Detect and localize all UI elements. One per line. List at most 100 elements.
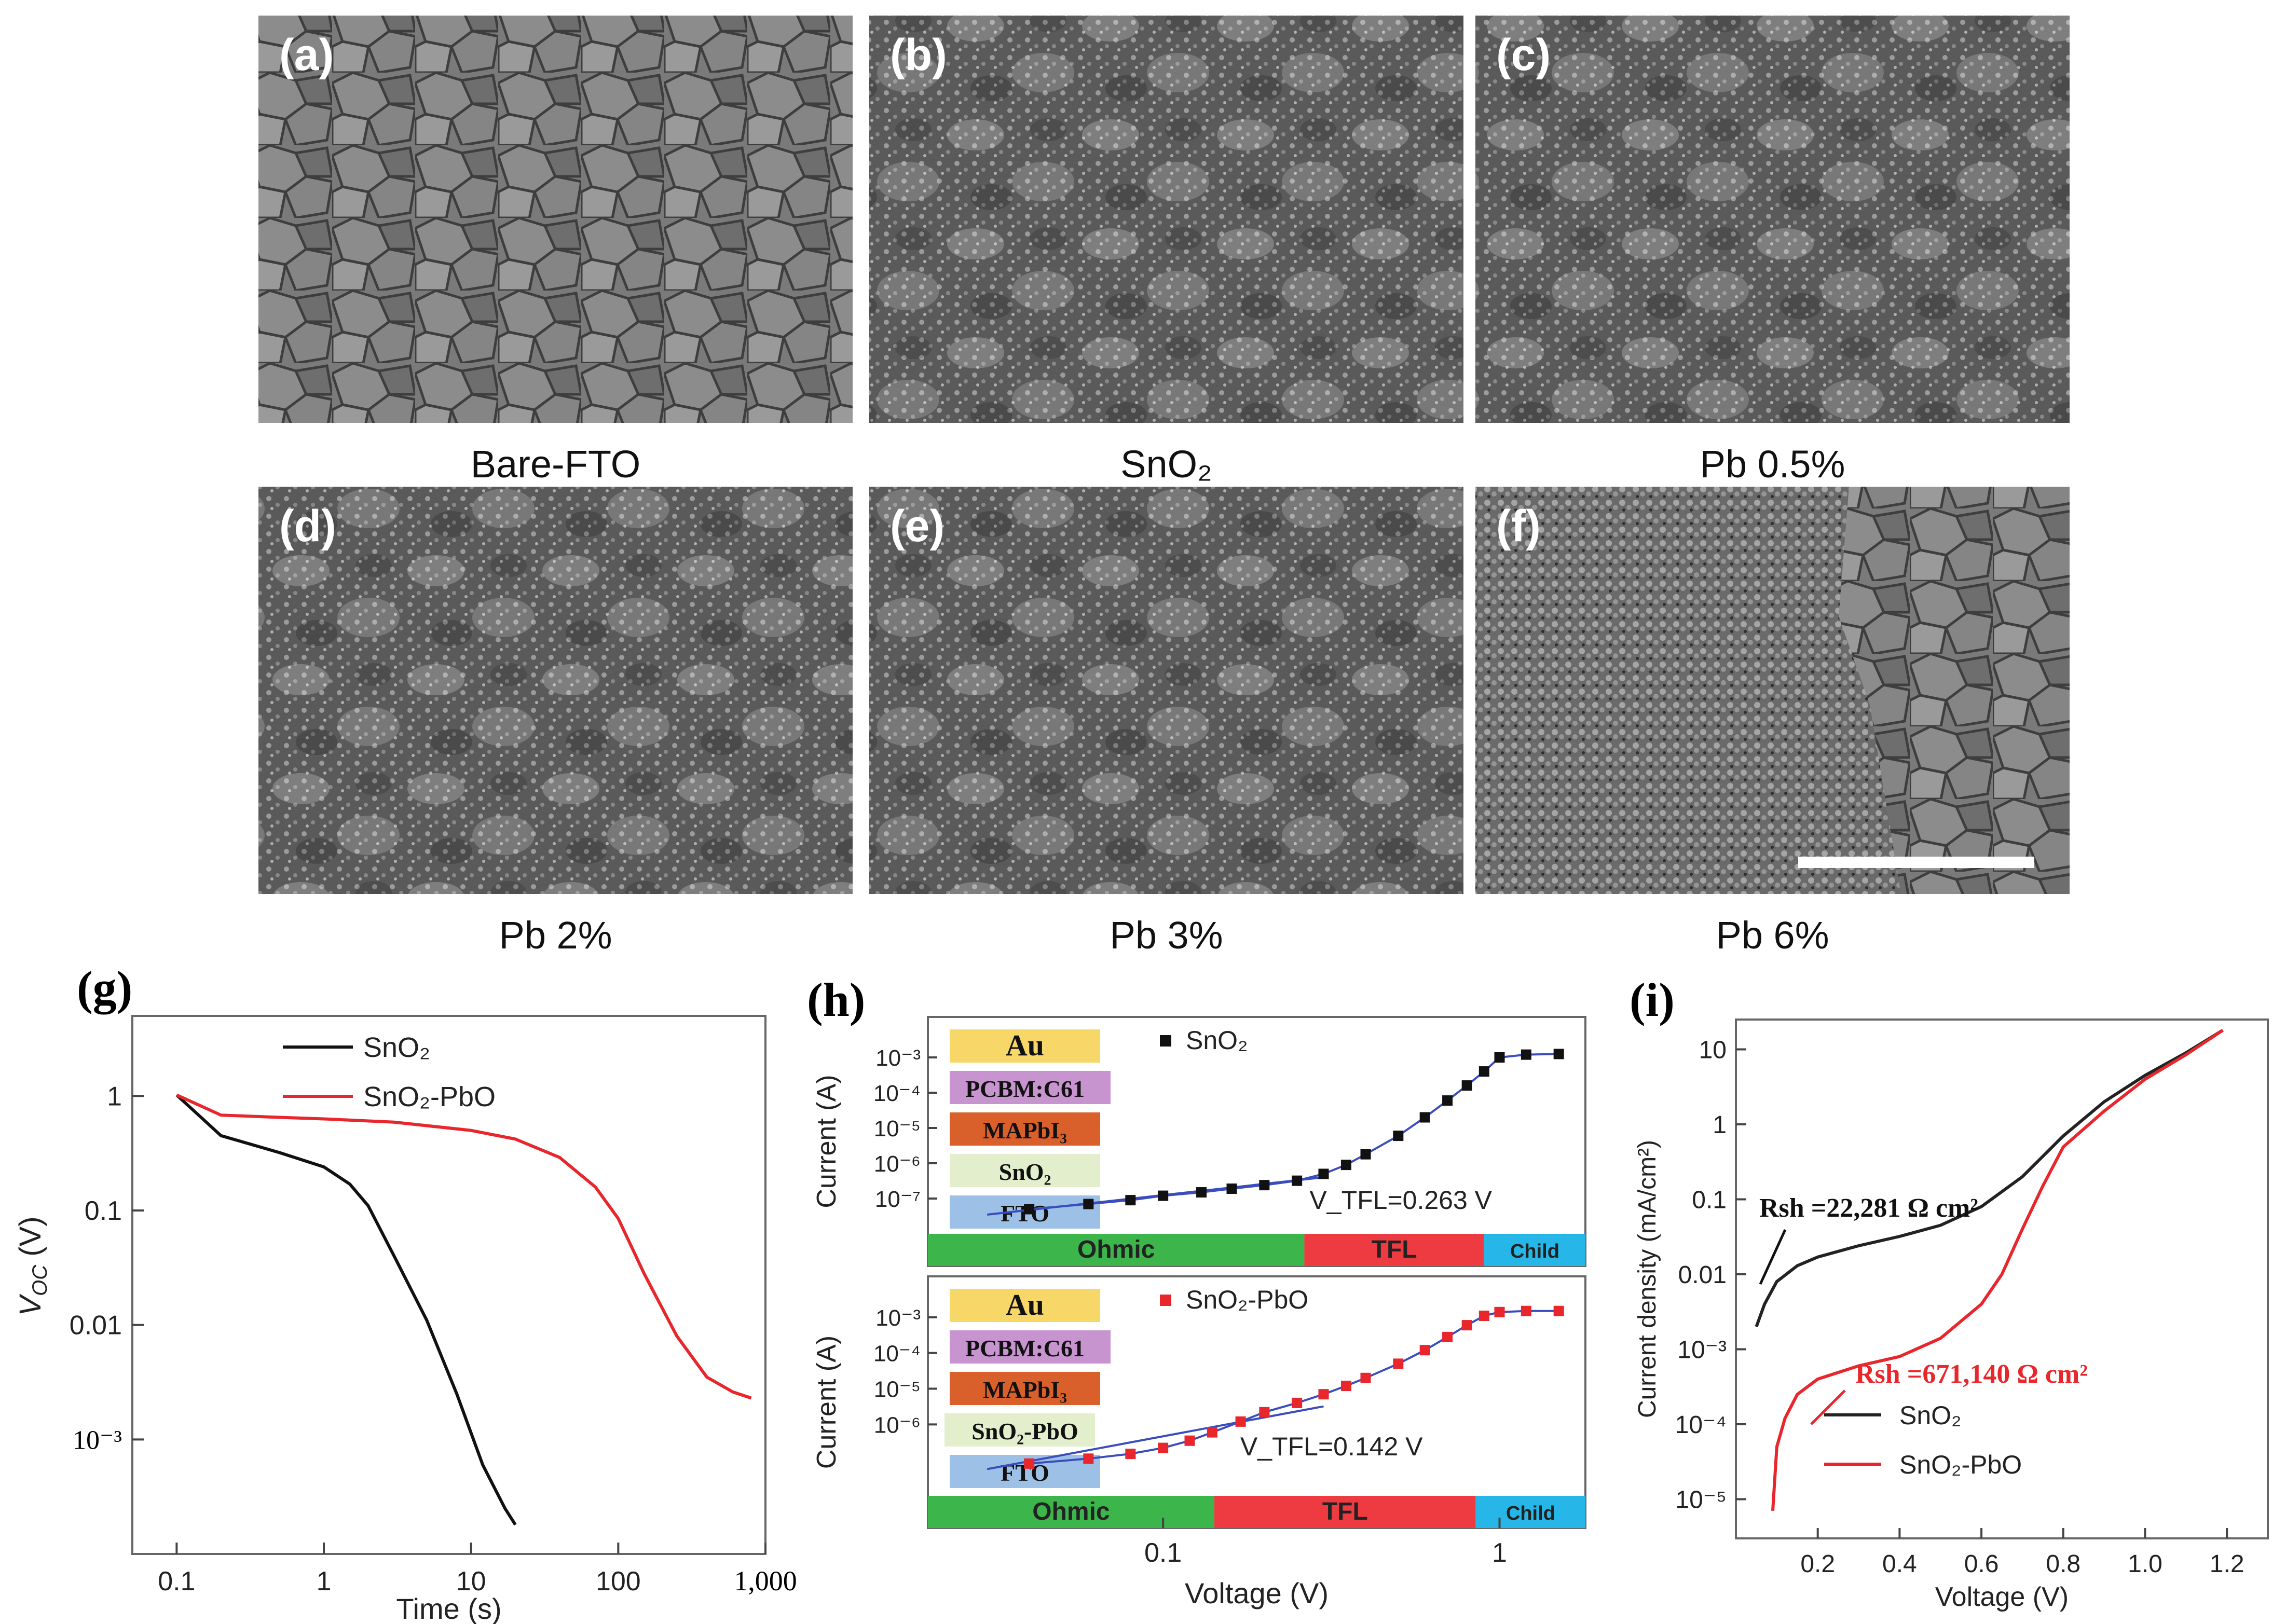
annotation-arrow	[1810, 1389, 1846, 1425]
y-axis-label: Current density (mA/cm²)	[1634, 1140, 1661, 1418]
sem-image	[869, 16, 1463, 423]
rsh-annotation: Rsh =22,281 Ω cm²	[1759, 1193, 1978, 1223]
panel-g-voc-decay: (g) 0.1 1 10 100 1,000 10⁻³ 0.01 0.1 1 Time (s) VOC…	[13, 961, 797, 1624]
data-point	[1461, 1320, 1472, 1331]
sem-panel: (b) SnO₂	[869, 16, 1463, 486]
plot-frame	[131, 1015, 766, 1555]
data-point	[1158, 1442, 1169, 1453]
panel-i-dark-jv: (i) 0.2 0.4 0.6 0.8 1.0 1.2 10⁻⁵ 10⁻⁴ 10⁻³ 0.01 0.1…	[1630, 973, 2269, 1612]
data-point	[1340, 1160, 1351, 1171]
region-band	[1484, 1234, 1585, 1266]
data-point	[1196, 1187, 1207, 1198]
stack-layer-label: PCBM:C61	[965, 1335, 1085, 1361]
x-axis-label: Voltage (V)	[1935, 1582, 2069, 1612]
y-tick-label: 10⁻⁴	[1675, 1411, 1727, 1439]
sem-grain-region	[1839, 487, 2070, 894]
sem-image	[1475, 16, 2070, 423]
data-point	[1419, 1345, 1430, 1356]
legend-label: SnO₂-PbO	[363, 1081, 496, 1112]
stack-layer	[950, 1372, 1100, 1405]
stack-layer	[950, 1112, 1100, 1146]
y-tick-label: 10⁻⁵	[1675, 1486, 1727, 1513]
data-point	[1226, 1183, 1237, 1194]
sem-image	[869, 487, 1463, 894]
series-line	[1771, 1029, 2224, 1511]
panel-tag: (a)	[279, 30, 334, 80]
region-label: TFL	[1322, 1498, 1368, 1525]
x-tick-label: 1,000	[734, 1565, 797, 1597]
data-point	[1442, 1095, 1453, 1106]
stack-layer	[950, 1029, 1100, 1063]
sem-grid: (a) Bare-FTO (b) SnO₂ (c) Pb 0.5% (d) Pb 2% (e) P…	[258, 16, 2070, 957]
data-point	[1479, 1310, 1489, 1321]
stack-layer-label: SnO₂-PbO	[971, 1418, 1078, 1444]
y-tick-label: 10⁻⁶	[874, 1412, 921, 1438]
legend-label: SnO₂	[1186, 1026, 1248, 1055]
data-point	[1292, 1175, 1303, 1186]
sem-panel: (e) Pb 3%	[869, 487, 1463, 957]
x-tick-label: 10	[456, 1566, 486, 1597]
legend-label: SnO₂	[1899, 1401, 1961, 1430]
x-tick-label: 1.2	[2210, 1550, 2244, 1578]
y-tick-label: 0.01	[70, 1311, 122, 1341]
y-tick-label: 10⁻³	[73, 1425, 122, 1455]
plot-frame	[1735, 1019, 2269, 1539]
data-point	[1360, 1149, 1371, 1160]
data-point	[1259, 1180, 1270, 1191]
legend-label: SnO₂-PbO	[1186, 1285, 1308, 1314]
series-line	[175, 1094, 517, 1526]
scale-bar	[1798, 857, 2034, 868]
y-tick-label: 1	[107, 1081, 122, 1111]
sem-panel: (d) Pb 2%	[258, 487, 853, 957]
y-tick-label: 0.1	[1692, 1186, 1727, 1214]
y-tick-label: 10⁻⁶	[874, 1151, 921, 1177]
series-line	[176, 1093, 752, 1400]
panel-h-sclc: (h) Ohmic TFL Child 10⁻⁷ 10⁻⁶ 10⁻⁵ 10⁻⁴ 10⁻³ Curr…	[807, 973, 1586, 1609]
data-point	[1479, 1066, 1489, 1077]
panel-tag: (g)	[77, 961, 132, 1014]
panel-tag: (d)	[279, 501, 336, 551]
region-band	[1304, 1234, 1484, 1266]
panel-tag: (h)	[807, 973, 865, 1026]
sem-caption: Pb 0.5%	[1700, 443, 1845, 486]
data-point	[1024, 1458, 1035, 1469]
y-tick-label: 10⁻⁵	[874, 1116, 921, 1141]
stack-layer	[950, 1071, 1111, 1104]
stack-layer	[950, 1330, 1111, 1364]
y-tick-label: 10⁻⁵	[874, 1377, 921, 1402]
panel-tag: (i)	[1630, 973, 1675, 1026]
stack-layer	[950, 1154, 1100, 1187]
y-axis-label: Current (A)	[812, 1075, 842, 1208]
data-point	[1259, 1407, 1270, 1417]
stack-layer	[950, 1289, 1100, 1322]
vtfl-label: V_TFL=0.142 V	[1240, 1432, 1423, 1461]
data-point	[1553, 1305, 1564, 1316]
x-tick-label: 1	[317, 1566, 332, 1597]
sem-caption: Pb 2%	[499, 914, 612, 957]
data-point	[1393, 1131, 1404, 1141]
data-point	[1393, 1358, 1404, 1369]
sem-caption: Bare-FTO	[471, 443, 641, 486]
x-axis-label: Time (s)	[396, 1592, 501, 1624]
legend-swatch	[1160, 1295, 1171, 1306]
region-label: TFL	[1372, 1236, 1417, 1263]
sem-panel: (c) Pb 0.5%	[1475, 16, 2070, 486]
data-point	[1442, 1331, 1453, 1342]
series-line	[1755, 1029, 2224, 1328]
data-point	[1083, 1453, 1094, 1464]
annotation-arrow	[1759, 1229, 1787, 1285]
data-point	[1083, 1199, 1094, 1209]
stack-layer-label: PCBM:C61	[965, 1076, 1085, 1102]
y-axis-label: Current (A)	[812, 1336, 842, 1469]
sem-caption: Pb 6%	[1716, 914, 1829, 957]
sem-panel: (f) Pb 6%	[1475, 487, 2070, 957]
stack-layer-label: MAPbI₃	[983, 1117, 1067, 1144]
panel-tag: (e)	[890, 501, 944, 551]
data-point	[1235, 1416, 1246, 1427]
y-axis-label: VOC (V)	[13, 1216, 51, 1316]
data-point	[1207, 1427, 1217, 1438]
data-point	[1340, 1381, 1351, 1392]
data-point	[1024, 1204, 1035, 1215]
region-label: Ohmic	[1032, 1498, 1110, 1525]
